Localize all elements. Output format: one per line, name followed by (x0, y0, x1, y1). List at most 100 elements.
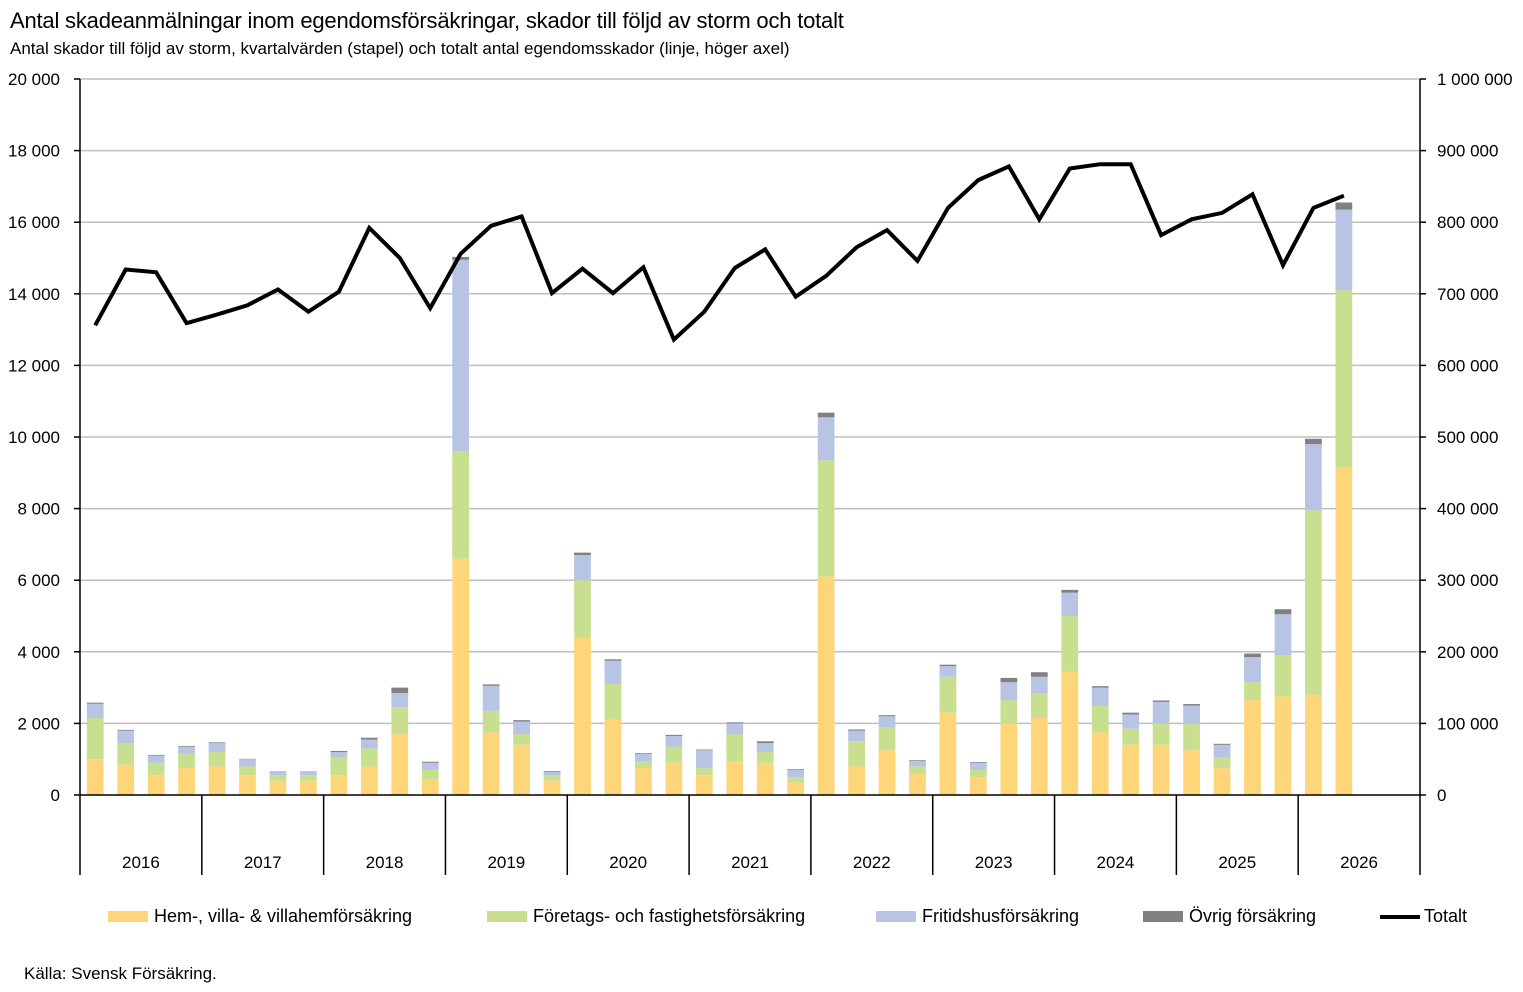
year-label: 2024 (1097, 853, 1135, 872)
bar-foretag (421, 769, 439, 779)
legend-label-ovrig: Övrig försäkring (1189, 906, 1317, 926)
legend-label-foretag: Företags- och fastighetsförsäkring (533, 906, 806, 926)
bar-fritid (1183, 705, 1200, 724)
bar-ovrig (543, 771, 561, 772)
year-label: 2021 (731, 853, 769, 872)
bar-foretag (330, 757, 348, 776)
bar-fritid (726, 723, 744, 735)
bar-foretag (848, 741, 865, 767)
bar-ovrig (1244, 653, 1261, 658)
bar-hem (147, 775, 165, 795)
bar-hem (756, 762, 774, 795)
legend-item-totalt: Totalt (1380, 906, 1467, 927)
right-axis-tick-label: 1 000 000 (1437, 70, 1513, 89)
bar-hem (726, 760, 744, 795)
bar-fritid (147, 755, 165, 763)
bar-hem (909, 773, 926, 795)
bar-hem (878, 750, 896, 795)
bar-hem (665, 762, 683, 795)
bar-ovrig (635, 753, 652, 754)
bar-hem (1335, 467, 1353, 795)
left-axis-tick-label: 4 000 (17, 643, 60, 662)
bar-foretag (239, 766, 256, 776)
right-axis-tick-label: 500 000 (1437, 428, 1498, 447)
bar-foretag (939, 676, 957, 713)
legend-item-hem: Hem-, villa- & villahemförsäkring (108, 906, 412, 927)
year-label: 2023 (975, 853, 1013, 872)
left-axis-tick-label: 18 000 (8, 142, 60, 161)
bar-fritid (239, 759, 256, 767)
year-label: 2022 (853, 853, 891, 872)
bar-ovrig (86, 702, 104, 704)
bar-ovrig (848, 729, 865, 731)
bar-fritid (1274, 614, 1292, 656)
bar-fritid (360, 739, 378, 749)
legend-swatch-hem (108, 911, 148, 922)
bar-fritid (909, 760, 926, 767)
bar-hem (117, 764, 135, 795)
bar-hem (300, 780, 317, 795)
bar-ovrig (117, 729, 135, 731)
bar-foretag (878, 726, 896, 751)
bar-hem (391, 734, 409, 795)
bar-foretag (1274, 655, 1292, 697)
bar-fritid (970, 762, 987, 770)
bar-hem (939, 712, 957, 795)
bar-hem (970, 777, 987, 795)
bar-ovrig (1030, 672, 1048, 677)
right-axis-tick-label: 100 000 (1437, 714, 1498, 733)
bar-hem (635, 768, 652, 795)
bar-fritid (86, 703, 104, 719)
bar-hem (1274, 696, 1292, 795)
bar-foretag (1091, 705, 1109, 733)
year-label: 2016 (122, 853, 160, 872)
bar-ovrig (452, 256, 470, 260)
bar-foretag (452, 451, 470, 559)
year-label: 2019 (487, 853, 525, 872)
legend-swatch-ovrig (1143, 911, 1183, 922)
bar-fritid (848, 730, 865, 742)
chart-canvas: 0 2 000 4 000 6 000 8 000 10 000 12 000 14 000 1… (8, 70, 1513, 875)
bar-hem (482, 732, 500, 795)
bar-ovrig (421, 761, 439, 763)
bar-hem (269, 780, 287, 795)
bar-fritid (513, 721, 530, 735)
bar-foretag (513, 734, 530, 745)
right-axis-tick-label: 400 000 (1437, 500, 1498, 519)
legend-swatch-foretag (487, 911, 527, 922)
bar-foretag (208, 752, 226, 767)
bar-foretag (147, 762, 165, 776)
bar-ovrig (1000, 677, 1018, 683)
bar-fritid (604, 660, 622, 685)
bar-ovrig (1152, 700, 1170, 702)
bar-foretag (787, 777, 805, 783)
bar-fritid (939, 666, 957, 677)
bar-hem (178, 768, 195, 795)
right-axis-tick-label: 0 (1437, 786, 1446, 805)
bar-foretag (1000, 700, 1018, 724)
bar-foretag (1122, 728, 1140, 745)
year-label: 2018 (366, 853, 404, 872)
bar-ovrig (391, 687, 409, 693)
bar-foretag (909, 766, 926, 774)
bar-ovrig (878, 715, 896, 717)
axes: 0 2 000 4 000 6 000 8 000 10 000 12 000 14 000 1… (8, 70, 1513, 875)
bar-hem (1000, 723, 1018, 795)
bar-fritid (421, 762, 439, 770)
bar-ovrig (482, 684, 500, 686)
bar-hem (208, 766, 226, 795)
stacked-bars (86, 202, 1353, 795)
legend-label-fritid: Fritidshusförsäkring (922, 906, 1080, 926)
bar-fritid (1335, 209, 1353, 291)
bar-foretag (360, 748, 378, 767)
bar-foretag (604, 684, 622, 720)
bar-foretag (178, 753, 195, 769)
bar-hem (1030, 718, 1048, 795)
bar-fritid (1305, 444, 1322, 511)
bar-fritid (1122, 714, 1140, 729)
bar-fritid (878, 716, 896, 727)
total-line (93, 162, 1345, 343)
bar-hem (695, 775, 713, 795)
legend-label-hem: Hem-, villa- & villahemförsäkring (154, 906, 413, 926)
bar-foretag (1030, 692, 1048, 719)
